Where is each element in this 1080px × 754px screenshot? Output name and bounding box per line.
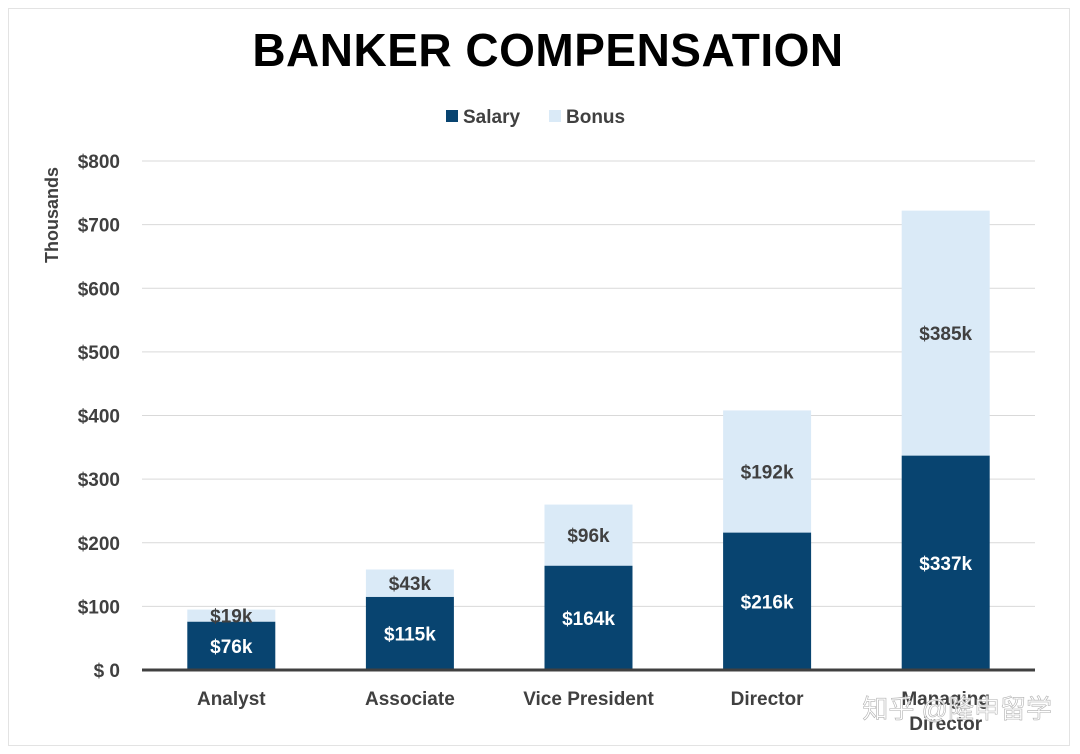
legend: Salary Bonus (446, 107, 625, 128)
y-tick-label: $300 (78, 470, 120, 491)
bars: $76k $19k $115k $43k $164k $96k $216k $192k $337… (187, 210, 990, 670)
data-label-bonus: $385k (919, 324, 972, 345)
y-tick-label: $200 (78, 534, 120, 555)
x-tick-label: Director (731, 689, 804, 710)
x-tick-label: Analyst (197, 689, 266, 710)
data-label-bonus: $43k (389, 574, 432, 595)
watermark-text: 知乎 @隆申留学 (862, 694, 1052, 724)
data-label-salary: $337k (919, 554, 972, 575)
chart-title: BANKER COMPENSATION (252, 24, 843, 76)
bar-salary-5 (901, 455, 990, 670)
data-label-bonus: $96k (567, 526, 610, 547)
legend-swatch-bonus (549, 110, 561, 122)
legend-swatch-salary (446, 110, 458, 122)
legend-label-bonus: Bonus (566, 107, 625, 128)
y-tick-label: $800 (78, 152, 120, 173)
bar-bonus-5 (901, 210, 990, 456)
x-tick-label: Director (909, 714, 982, 735)
y-axis-ticks: $ 0 $100 $200 $300 $400 $500 $600 $700 $800 (78, 152, 120, 682)
x-tick-label: Managing (901, 689, 990, 710)
y-tick-label: $700 (78, 216, 120, 237)
y-tick-label: $600 (78, 279, 120, 300)
bar-bonus-1 (187, 609, 276, 622)
x-tick-label: Associate (365, 689, 455, 710)
bar-salary-4 (723, 532, 812, 670)
gridlines (142, 160, 1035, 607)
data-label-salary: $115k (384, 624, 436, 645)
y-tick-label: $ 0 (94, 661, 120, 682)
chart-frame (8, 8, 1070, 746)
y-tick-label: $100 (78, 597, 120, 618)
data-label-bonus: $19k (210, 607, 253, 628)
data-label-bonus: $192k (741, 462, 794, 483)
data-label-salary: $76k (210, 637, 253, 658)
x-axis-ticks: Analyst Associate Vice President Director Ma… (197, 689, 990, 735)
y-tick-label: $500 (78, 343, 120, 364)
bar-salary-2 (365, 596, 454, 670)
data-label-salary: $164k (562, 609, 615, 630)
bar-bonus-3 (544, 504, 633, 566)
y-tick-label: $400 (78, 407, 120, 428)
data-label-salary: $216k (741, 592, 794, 613)
bar-salary-1 (187, 621, 276, 670)
legend-label-salary: Salary (463, 107, 520, 128)
bar-salary-3 (544, 565, 633, 670)
bar-bonus-4 (723, 410, 812, 533)
bar-bonus-2 (365, 569, 454, 597)
x-tick-label: Vice President (523, 689, 654, 710)
y-axis-label: Thousands (42, 167, 62, 263)
